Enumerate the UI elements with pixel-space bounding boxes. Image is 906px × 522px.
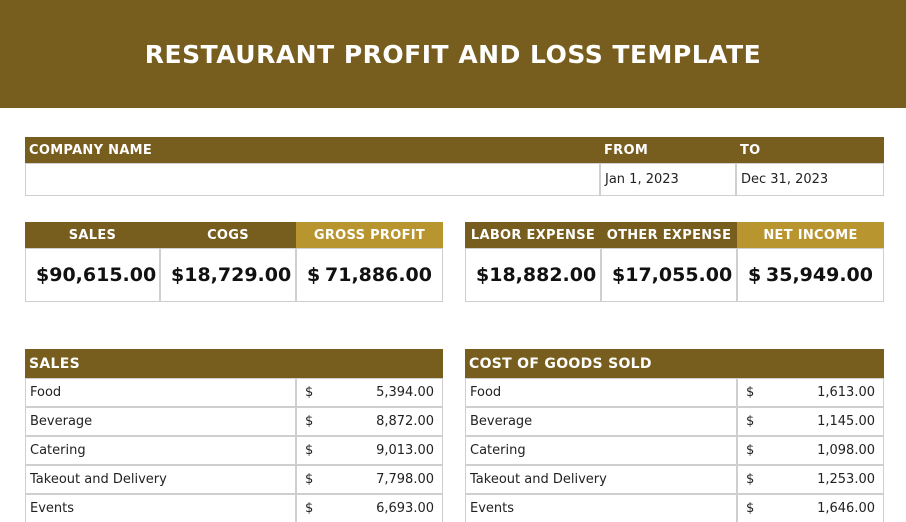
row-currency: $	[296, 407, 346, 436]
row-label: Events	[25, 494, 296, 522]
row-amount: 1,613.00	[787, 378, 884, 407]
row-amount: 8,872.00	[346, 407, 443, 436]
row-label: Beverage	[25, 407, 296, 436]
summary-value: $18,729.00	[160, 248, 296, 302]
company-header: COMPANY NAME	[25, 137, 600, 163]
summary-header: NET INCOME	[737, 222, 884, 248]
company-header: FROM	[600, 137, 736, 163]
row-currency: $	[296, 465, 346, 494]
row-label: Catering	[25, 436, 296, 465]
summary-currency: $	[476, 264, 490, 286]
summary-amount: 35,949.00	[766, 264, 873, 286]
row-amount: 7,798.00	[346, 465, 443, 494]
row-label: Food	[25, 378, 296, 407]
table-title: COST OF GOODS SOLD	[465, 349, 884, 378]
page-title: RESTAURANT PROFIT AND LOSS TEMPLATE	[144, 39, 762, 69]
summary-value: $17,055.00	[601, 248, 737, 302]
row-amount: 1,145.00	[787, 407, 884, 436]
summary-amount: 18,729.00	[184, 264, 292, 286]
row-amount: 9,013.00	[346, 436, 443, 465]
summary-amount: 18,882.00	[489, 264, 597, 286]
row-amount: 1,646.00	[787, 494, 884, 522]
row-currency: $	[737, 378, 787, 407]
row-label: Beverage	[465, 407, 737, 436]
row-currency: $	[737, 465, 787, 494]
summary-header: OTHER EXPENSE	[601, 222, 737, 248]
from-date: Jan 1, 2023	[600, 163, 736, 196]
summary-currency: $	[307, 264, 321, 286]
row-amount: 5,394.00	[346, 378, 443, 407]
summary-value: $35,949.00	[737, 248, 884, 302]
company-header: TO	[736, 137, 884, 163]
summary-amount: 17,055.00	[625, 264, 733, 286]
summary-header: SALES	[25, 222, 160, 248]
summary-amount: 90,615.00	[49, 264, 157, 286]
row-label: Events	[465, 494, 737, 522]
summary-amount: 71,886.00	[325, 264, 432, 286]
row-currency: $	[737, 407, 787, 436]
row-label: Catering	[465, 436, 737, 465]
summary-header: COGS	[160, 222, 296, 248]
summary-header: GROSS PROFIT	[296, 222, 443, 248]
row-currency: $	[737, 494, 787, 522]
row-label: Takeout and Delivery	[465, 465, 737, 494]
summary-currency: $	[748, 264, 762, 286]
row-label: Food	[465, 378, 737, 407]
row-amount: 6,693.00	[346, 494, 443, 522]
summary-value: $18,882.00	[465, 248, 601, 302]
summary-value: $90,615.00	[25, 248, 160, 302]
row-amount: 1,253.00	[787, 465, 884, 494]
banner: RESTAURANT PROFIT AND LOSS TEMPLATE	[0, 0, 906, 108]
summary-currency: $	[171, 264, 185, 286]
row-currency: $	[737, 436, 787, 465]
row-currency: $	[296, 378, 346, 407]
summary-currency: $	[36, 264, 50, 286]
table-title: SALES	[25, 349, 443, 378]
row-label: Takeout and Delivery	[25, 465, 296, 494]
summary-header: LABOR EXPENSE	[465, 222, 601, 248]
row-currency: $	[296, 436, 346, 465]
to-date: Dec 31, 2023	[736, 163, 884, 196]
row-amount: 1,098.00	[787, 436, 884, 465]
summary-currency: $	[612, 264, 626, 286]
summary-value: $71,886.00	[296, 248, 443, 302]
company-name-input	[25, 163, 600, 196]
row-currency: $	[296, 494, 346, 522]
